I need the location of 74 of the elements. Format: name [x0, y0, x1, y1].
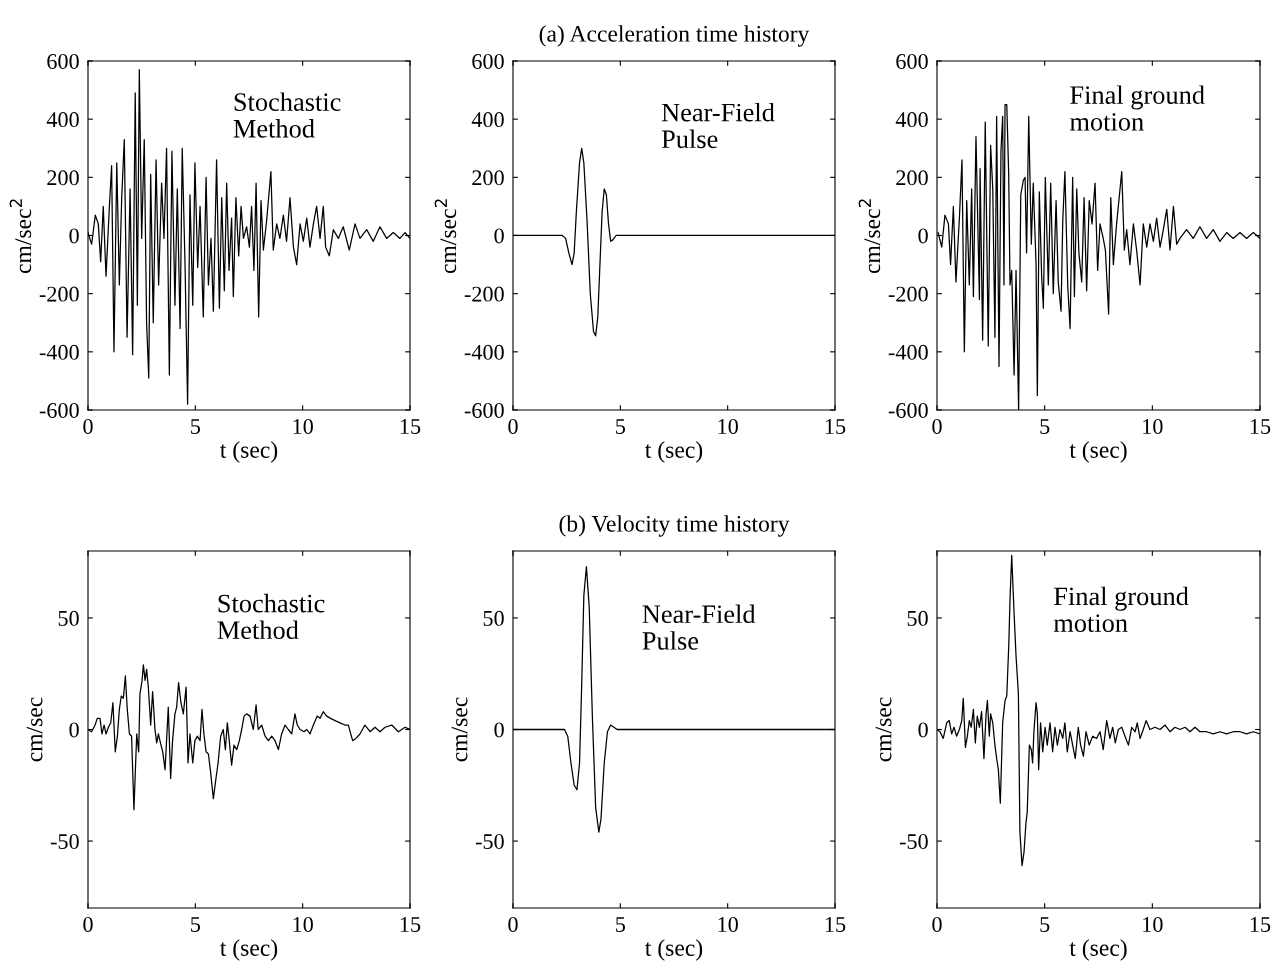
x-tick-label: 0	[932, 418, 942, 434]
x-tick-label: 15	[400, 917, 421, 932]
chart-title: (a) Acceleration time history	[539, 25, 810, 47]
x-axis-title: t (sec)	[645, 441, 703, 463]
x-tick-label: 5	[191, 917, 201, 932]
y-tick-label: -400	[464, 344, 504, 360]
x-tick-label: 0	[508, 916, 518, 932]
y-tick-label: 200	[896, 170, 928, 186]
x-tick-label: 0	[932, 916, 942, 932]
y-tick-label: -50	[899, 833, 928, 849]
y-tick-label: 0	[918, 228, 928, 244]
y-tick-label: 600	[472, 53, 504, 69]
x-tick-label: 5	[191, 419, 201, 434]
y-tick-label: -400	[888, 344, 928, 360]
x-tick-label: 0	[83, 418, 93, 434]
x-tick-label: 5	[1040, 917, 1050, 932]
y-tick-label: -600	[39, 402, 79, 418]
y-tick-label: -50	[475, 833, 504, 849]
annotation: Stochastic Method	[233, 92, 341, 138]
annotation: Final ground motion	[1069, 85, 1205, 131]
x-tick-label: 10	[1143, 916, 1163, 932]
y-tick-label: 400	[46, 112, 79, 128]
x-axis-title: t (sec)	[220, 939, 278, 961]
y-tick-label: -200	[39, 286, 79, 302]
y-tick-label: 400	[471, 112, 504, 128]
y-axis-title: cm/sec	[451, 697, 468, 762]
annotation: Near-Field Pulse	[661, 102, 775, 149]
x-tick-label: 5	[1040, 419, 1050, 434]
y-axis-title: cm/sec$^{2}$	[9, 199, 32, 274]
x-tick-label: 5	[616, 419, 626, 434]
y-axis-title: cm/sec	[875, 697, 892, 762]
y-tick-label: -50	[50, 833, 79, 849]
y-tick-label: 50	[58, 610, 79, 626]
y-tick-label: 50	[907, 610, 928, 626]
x-tick-label: 0	[508, 418, 518, 434]
x-axis-title: t (sec)	[1069, 441, 1127, 463]
y-tick-label: 600	[47, 53, 79, 69]
y-tick-label: 600	[896, 53, 928, 69]
y-tick-label: -600	[464, 402, 504, 418]
y-tick-label: 400	[895, 112, 928, 128]
y-tick-label: 50	[483, 610, 504, 626]
annotation: Final ground motion	[1053, 586, 1189, 633]
x-axis-title: t (sec)	[220, 441, 278, 463]
y-tick-label: 0	[69, 722, 79, 738]
x-tick-label: 15	[1250, 419, 1271, 434]
x-tick-label: 15	[400, 419, 421, 434]
annotation: Stochastic Method	[217, 593, 325, 640]
x-tick-label: 10	[293, 916, 313, 932]
y-tick-label: 0	[494, 722, 504, 738]
y-tick-label: 200	[47, 170, 79, 186]
x-tick-label: 15	[825, 917, 846, 932]
chart-title: (b) Velocity time history	[559, 515, 790, 537]
y-axis-title: cm/sec$^{2}$	[858, 199, 881, 274]
x-axis-title: t (sec)	[645, 939, 703, 961]
y-axis-title: cm/sec$^{2}$	[434, 199, 457, 274]
x-tick-label: 15	[1250, 917, 1271, 932]
x-tick-label: 10	[293, 418, 313, 434]
x-axis-title: t (sec)	[1069, 939, 1127, 961]
x-tick-label: 10	[1143, 418, 1163, 434]
y-tick-label: -400	[39, 344, 79, 360]
y-tick-label: -200	[464, 286, 504, 302]
y-tick-label: 0	[494, 228, 504, 244]
y-tick-label: 200	[472, 170, 504, 186]
x-tick-label: 10	[718, 916, 738, 932]
x-tick-label: 15	[825, 419, 846, 434]
x-tick-label: 0	[83, 916, 93, 932]
y-axis-title: cm/sec	[26, 697, 43, 762]
annotation: Near-Field Pulse	[642, 604, 756, 650]
x-tick-label: 10	[718, 418, 738, 434]
y-tick-label: -600	[888, 402, 928, 418]
x-tick-label: 5	[616, 917, 626, 932]
y-tick-label: 0	[918, 722, 928, 738]
y-tick-label: 0	[69, 228, 79, 244]
y-tick-label: -200	[888, 286, 928, 302]
